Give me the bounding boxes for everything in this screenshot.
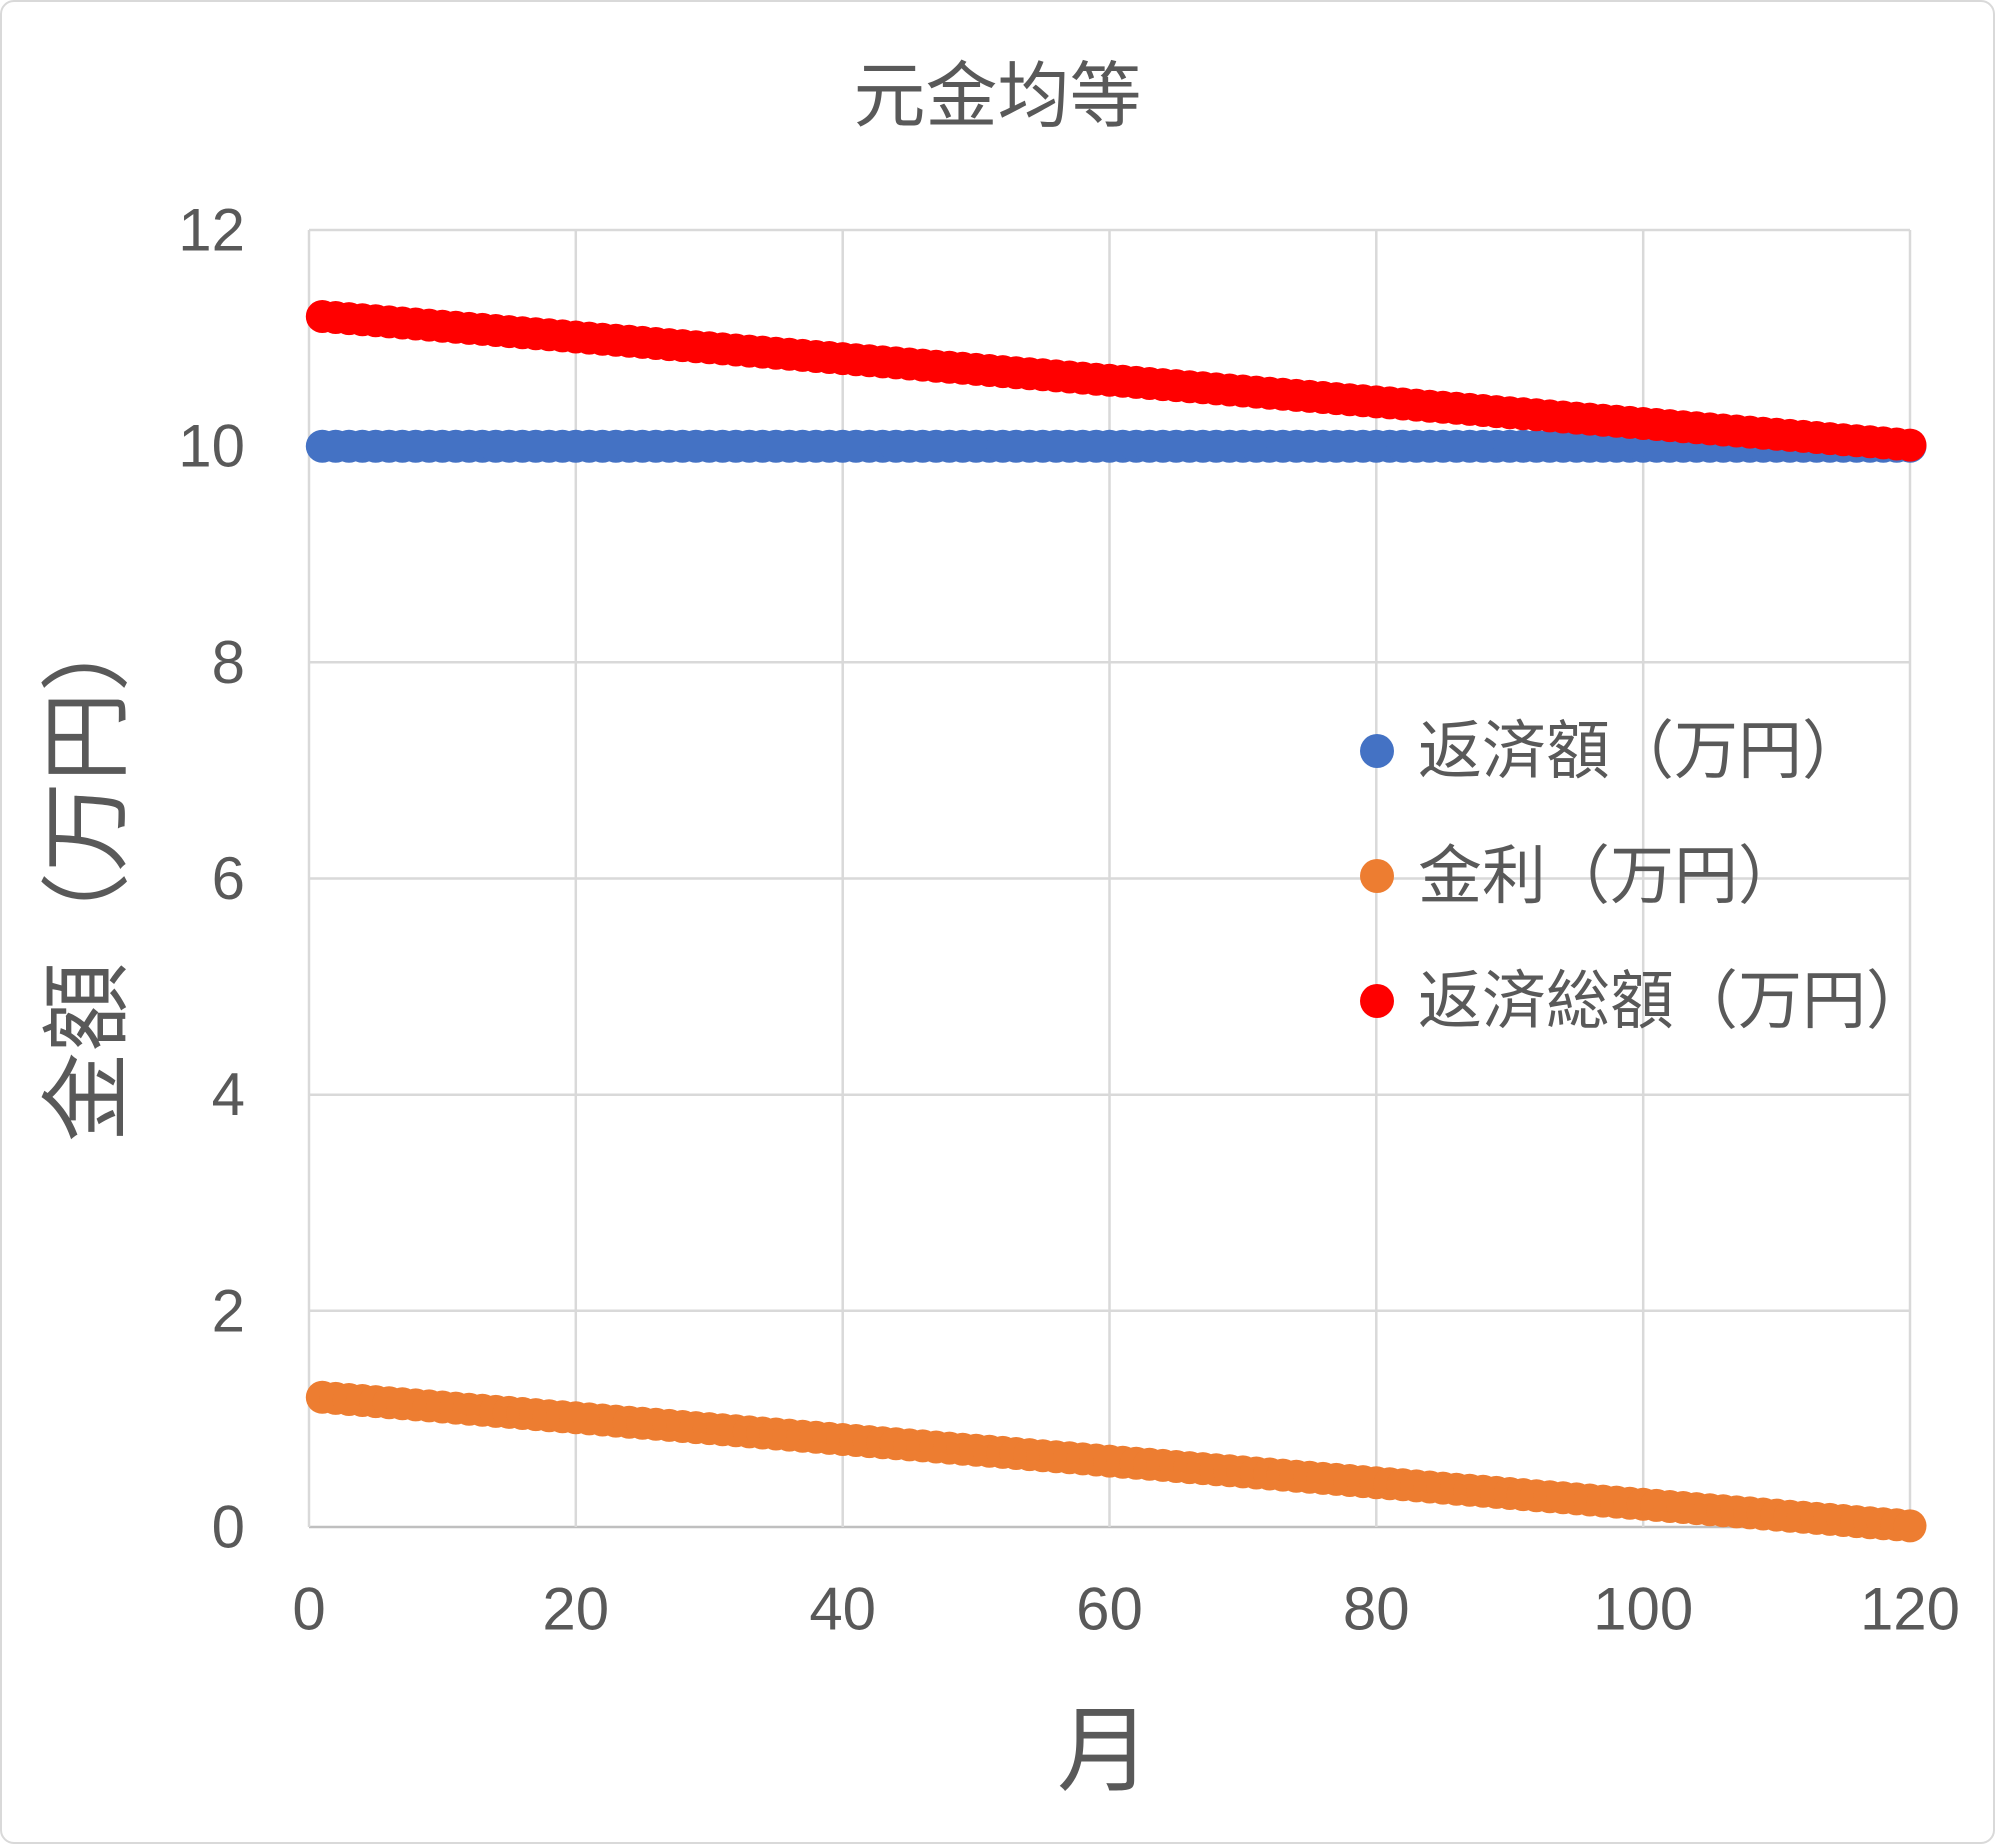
series-total-repayment [305, 300, 1927, 462]
x-tick-label: 20 [542, 1576, 609, 1643]
legend: 返済額（万円） 金利（万円） 返済総額（万円） [1360, 708, 1930, 1044]
x-axis-title: 月 [1056, 1698, 1152, 1803]
y-tick-labels: 0 2 4 6 8 10 12 [178, 197, 245, 1561]
series-repayment [305, 429, 1927, 463]
legend-marker-repayment-icon [1360, 734, 1394, 768]
x-tick-label: 0 [292, 1576, 325, 1643]
x-tick-label: 60 [1076, 1576, 1143, 1643]
x-tick-labels: 0 20 40 60 80 100 120 [292, 1576, 1960, 1643]
y-tick-label: 6 [212, 845, 245, 912]
y-tick-label: 4 [212, 1061, 245, 1128]
x-tick-label: 40 [809, 1576, 876, 1643]
x-tick-label: 120 [1860, 1576, 1960, 1643]
y-tick-label: 2 [212, 1277, 245, 1344]
legend-label-total-repayment: 返済総額（万円） [1418, 965, 1930, 1037]
legend-label-interest: 金利（万円） [1418, 840, 1802, 912]
x-tick-label: 100 [1593, 1576, 1693, 1643]
series-interest [305, 1380, 1927, 1543]
chart-title: 元金均等 [853, 57, 1142, 137]
legend-item-repayment: 返済額（万円） [1360, 708, 1930, 794]
y-tick-label: 12 [178, 197, 245, 264]
legend-item-interest: 金利（万円） [1360, 833, 1930, 919]
y-tick-label: 0 [212, 1494, 245, 1561]
legend-marker-interest-icon [1360, 859, 1394, 893]
legend-label-repayment: 返済額（万円） [1418, 715, 1866, 787]
legend-item-total-repayment: 返済総額（万円） [1360, 958, 1930, 1044]
y-tick-label: 8 [212, 629, 245, 696]
y-tick-label: 10 [178, 413, 245, 480]
legend-marker-total-repayment-icon [1360, 984, 1394, 1018]
x-tick-label: 80 [1343, 1576, 1410, 1643]
